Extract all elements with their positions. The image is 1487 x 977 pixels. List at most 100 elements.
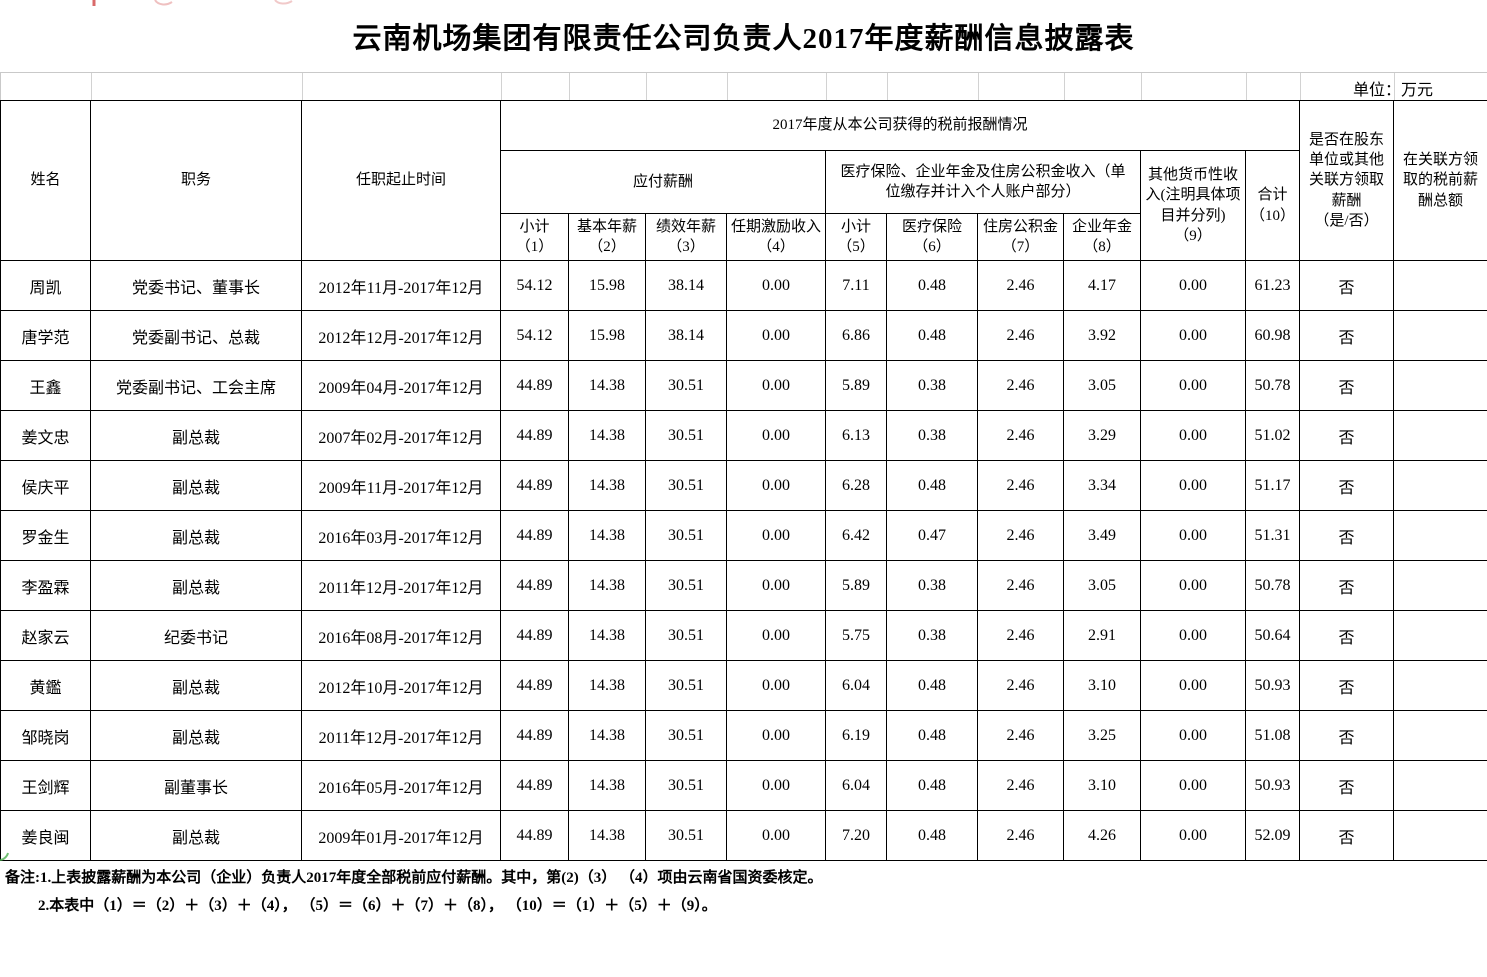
cell-base-salary-2: 14.38	[568, 360, 646, 411]
cell-other-monetary-9: 0.00	[1140, 760, 1246, 811]
header-base-salary-2: 基本年薪 （2）	[568, 213, 646, 261]
cell-total-10: 51.17	[1244, 460, 1301, 511]
cell-performance-salary-3: 30.51	[645, 760, 727, 811]
cell-related-flag: 否	[1299, 560, 1395, 611]
cell-medical-insurance-6: 0.47	[886, 510, 978, 561]
cell-tenure-incentive-4: 0.00	[726, 810, 826, 861]
cell-housing-fund-7: 2.46	[977, 460, 1064, 511]
header-total-10: 合计 （10）	[1244, 150, 1301, 261]
cell-subtotal-1: 44.89	[500, 410, 569, 461]
cell-name: 姜良闽	[0, 810, 91, 861]
unit-label: 单位：万元	[1352, 82, 1433, 99]
cell-medical-insurance-6: 0.38	[886, 360, 978, 411]
cell-subtotal-1: 54.12	[500, 310, 569, 361]
cell-related-flag: 否	[1299, 460, 1395, 511]
cell-subtotal-5: 6.13	[825, 410, 887, 461]
cell-related-flag: 否	[1299, 410, 1395, 461]
header-tenure-incentive-4: 任期激励收入 （4）	[726, 213, 826, 261]
cell-subtotal-5: 7.20	[825, 810, 887, 861]
cell-tenure-incentive-4: 0.00	[726, 760, 826, 811]
title-band: 云南机场集团有限责任公司负责人2017年度薪酬信息披露表	[0, 0, 1487, 72]
cell-term: 2016年08月-2017年12月	[301, 610, 501, 661]
cell-related-flag: 否	[1299, 810, 1395, 861]
cell-term: 2009年04月-2017年12月	[301, 360, 501, 411]
cell-performance-salary-3: 30.51	[645, 560, 727, 611]
cell-performance-salary-3: 38.14	[645, 260, 727, 311]
cell-position: 党委书记、董事长	[90, 260, 302, 311]
cell-term: 2012年12月-2017年12月	[301, 310, 501, 361]
cell-related-amount	[1393, 610, 1487, 661]
cell-housing-fund-7: 2.46	[977, 510, 1064, 561]
cell-subtotal-1: 44.89	[500, 610, 569, 661]
cell-medical-insurance-6: 0.48	[886, 660, 978, 711]
red-pen-artifact	[92, 0, 293, 6]
cell-related-flag: 否	[1299, 710, 1395, 761]
cell-total-10: 50.78	[1244, 560, 1301, 611]
green-corner-artifact	[0, 852, 9, 861]
cell-position: 副总裁	[90, 510, 302, 561]
cell-related-amount	[1393, 260, 1487, 311]
cell-enterprise-annuity-8: 2.91	[1063, 610, 1141, 661]
cell-tenure-incentive-4: 0.00	[726, 260, 826, 311]
cell-subtotal-5: 6.28	[825, 460, 887, 511]
cell-enterprise-annuity-8: 3.29	[1063, 410, 1141, 461]
cell-total-10: 50.78	[1244, 360, 1301, 411]
cell-related-amount	[1393, 760, 1487, 811]
cell-related-amount	[1393, 310, 1487, 361]
cell-base-salary-2: 14.38	[568, 560, 646, 611]
cell-subtotal-5: 7.11	[825, 260, 887, 311]
cell-medical-insurance-6: 0.38	[886, 610, 978, 661]
cell-tenure-incentive-4: 0.00	[726, 310, 826, 361]
cell-related-amount	[1393, 710, 1487, 761]
header-position: 职务	[90, 100, 302, 261]
cell-total-10: 61.23	[1244, 260, 1301, 311]
cell-position: 党委副书记、工会主席	[90, 360, 302, 411]
cell-medical-insurance-6: 0.48	[886, 710, 978, 761]
cell-subtotal-1: 54.12	[500, 260, 569, 311]
cell-related-flag: 否	[1299, 510, 1395, 561]
cell-base-salary-2: 15.98	[568, 260, 646, 311]
cell-housing-fund-7: 2.46	[977, 310, 1064, 361]
cell-housing-fund-7: 2.46	[977, 610, 1064, 661]
cell-performance-salary-3: 30.51	[645, 360, 727, 411]
cell-subtotal-1: 44.89	[500, 510, 569, 561]
cell-housing-fund-7: 2.46	[977, 260, 1064, 311]
page-title: 云南机场集团有限责任公司负责人2017年度薪酬信息披露表	[352, 23, 1135, 55]
cell-housing-fund-7: 2.46	[977, 760, 1064, 811]
cell-enterprise-annuity-8: 3.92	[1063, 310, 1141, 361]
cell-name: 姜文忠	[0, 410, 91, 461]
cell-name: 赵家云	[0, 610, 91, 661]
cell-subtotal-5: 5.75	[825, 610, 887, 661]
cell-other-monetary-9: 0.00	[1140, 410, 1246, 461]
cell-tenure-incentive-4: 0.00	[726, 460, 826, 511]
cell-other-monetary-9: 0.00	[1140, 260, 1246, 311]
cell-total-10: 51.08	[1244, 710, 1301, 761]
cell-related-flag: 否	[1299, 260, 1395, 311]
cell-other-monetary-9: 0.00	[1140, 660, 1246, 711]
table-row: 罗金生 副总裁 2016年03月-2017年12月 44.89 14.38 30…	[0, 510, 1487, 561]
table-row: 赵家云 纪委书记 2016年08月-2017年12月 44.89 14.38 3…	[0, 610, 1487, 661]
cell-total-10: 51.02	[1244, 410, 1301, 461]
notes-line-1: 备注:1.上表披露薪酬为本公司（企业）负责人2017年度全部税前应付薪酬。其中，…	[5, 870, 823, 886]
cell-position: 副总裁	[90, 460, 302, 511]
table-row: 姜文忠 副总裁 2007年02月-2017年12月 44.89 14.38 30…	[0, 410, 1487, 461]
cell-position: 副总裁	[90, 660, 302, 711]
cell-base-salary-2: 14.38	[568, 810, 646, 861]
cell-term: 2007年02月-2017年12月	[301, 410, 501, 461]
cell-subtotal-1: 44.89	[500, 460, 569, 511]
table-row: 邹晓岗 副总裁 2011年12月-2017年12月 44.89 14.38 30…	[0, 710, 1487, 761]
cell-other-monetary-9: 0.00	[1140, 310, 1246, 361]
cell-enterprise-annuity-8: 3.25	[1063, 710, 1141, 761]
cell-subtotal-5: 6.04	[825, 660, 887, 711]
cell-base-salary-2: 14.38	[568, 610, 646, 661]
cell-term: 2012年11月-2017年12月	[301, 260, 501, 311]
cell-other-monetary-9: 0.00	[1140, 810, 1246, 861]
table-row: 侯庆平 副总裁 2009年11月-2017年12月 44.89 14.38 30…	[0, 460, 1487, 511]
cell-related-amount	[1393, 810, 1487, 861]
cell-tenure-incentive-4: 0.00	[726, 510, 826, 561]
header-insurance-fund-group: 医疗保险、企业年金及住房公积金收入（单 位缴存并计入个人账户部分）	[825, 150, 1141, 214]
cell-total-10: 60.98	[1244, 310, 1301, 361]
cell-subtotal-1: 44.89	[500, 560, 569, 611]
cell-base-salary-2: 14.38	[568, 510, 646, 561]
header-term: 任职起止时间	[301, 100, 501, 261]
